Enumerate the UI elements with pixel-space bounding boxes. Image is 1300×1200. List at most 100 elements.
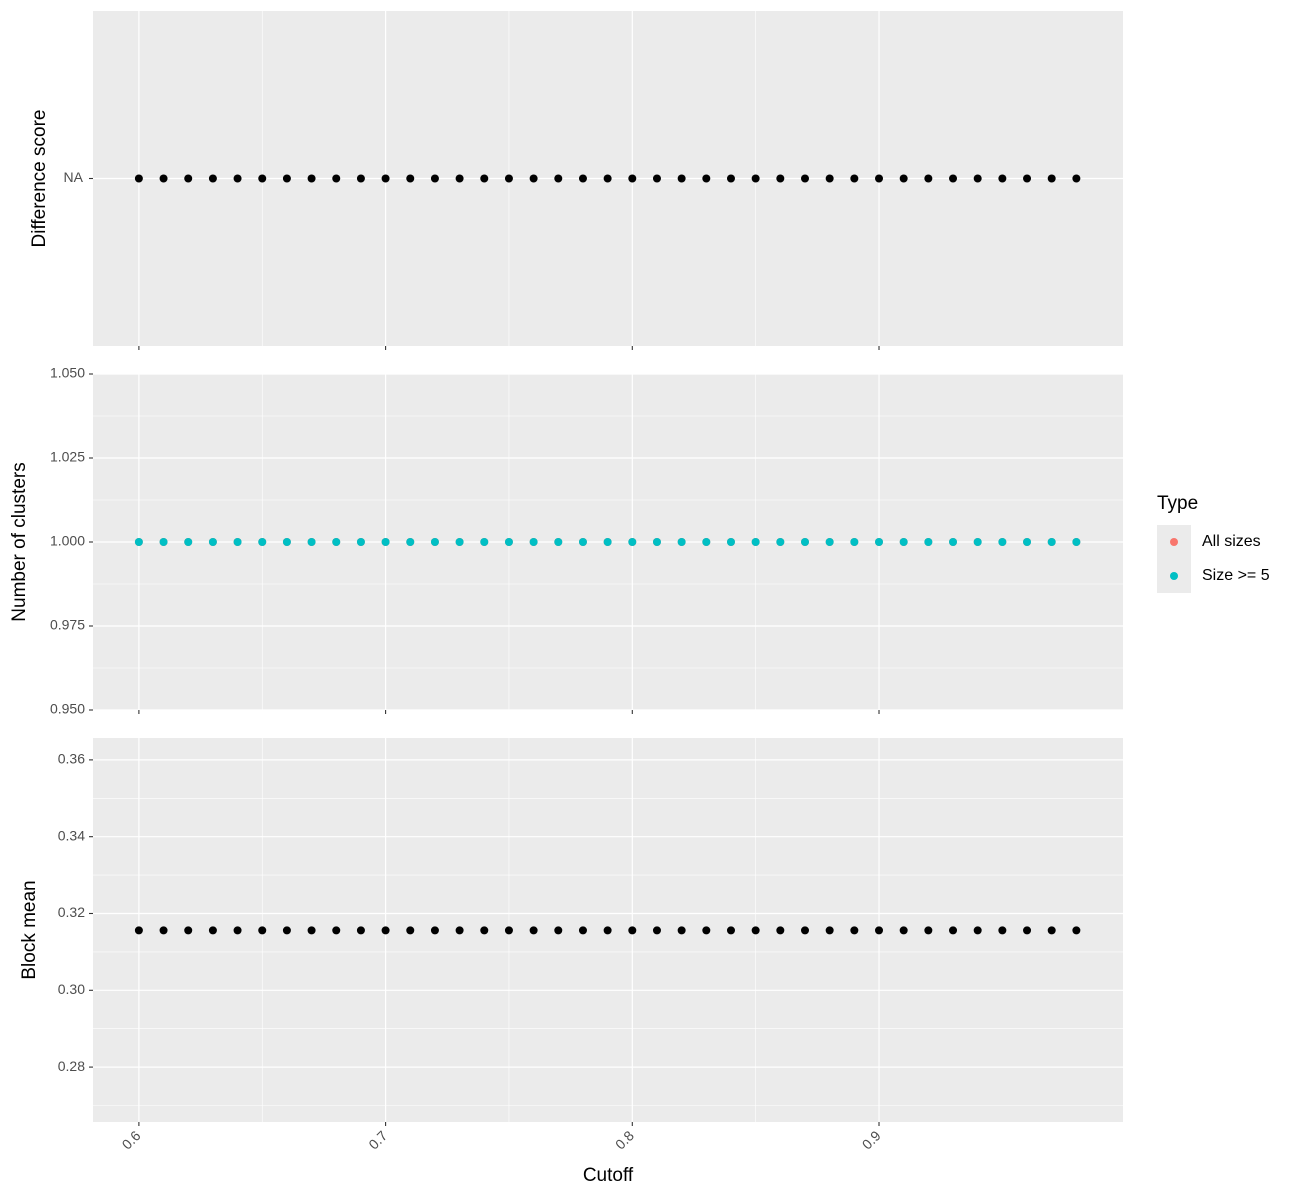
point [529, 538, 538, 546]
point [159, 538, 168, 546]
point [800, 538, 809, 546]
point [430, 926, 439, 935]
y-tick-label: 0.32 [58, 904, 85, 920]
point [332, 174, 341, 183]
point [875, 538, 884, 546]
point [800, 926, 809, 935]
point [628, 926, 637, 935]
point [134, 174, 143, 183]
point [677, 174, 686, 183]
point [307, 926, 316, 935]
point [381, 926, 390, 935]
x-tick-label: 0.8 [612, 1127, 637, 1152]
point [726, 174, 735, 183]
point [578, 538, 587, 546]
point [1047, 174, 1056, 183]
y-axis-title: Difference score [29, 110, 50, 248]
point [776, 538, 785, 546]
point [184, 174, 193, 183]
point [998, 538, 1007, 546]
point [850, 174, 859, 183]
point [455, 538, 464, 546]
point [751, 926, 760, 935]
point [529, 926, 538, 935]
point [1072, 538, 1081, 546]
point [480, 538, 489, 546]
point [1023, 926, 1032, 935]
point [875, 174, 884, 183]
point [973, 926, 982, 935]
point [850, 538, 859, 546]
legend-marker [1170, 538, 1178, 546]
y-axis-title: Number of clusters [9, 462, 30, 621]
point [751, 174, 760, 183]
point [307, 174, 316, 183]
point [899, 926, 908, 935]
point [258, 538, 267, 546]
point [949, 538, 958, 546]
point [578, 926, 587, 935]
point [628, 538, 637, 546]
point [134, 926, 143, 935]
point [1023, 538, 1032, 546]
point [356, 174, 365, 183]
point [504, 538, 513, 546]
point [554, 926, 563, 935]
point [529, 174, 538, 183]
point [652, 926, 661, 935]
point [406, 926, 415, 935]
point [578, 174, 587, 183]
point [1023, 174, 1032, 183]
point [332, 926, 341, 935]
point [924, 538, 933, 546]
y-axis-title: Block mean [19, 880, 40, 979]
point [184, 926, 193, 935]
point [480, 926, 489, 935]
point [726, 538, 735, 546]
point [1047, 538, 1056, 546]
point [208, 926, 217, 935]
point [998, 174, 1007, 183]
point [554, 174, 563, 183]
point [949, 174, 958, 183]
point [332, 538, 341, 546]
point [504, 174, 513, 183]
point [899, 174, 908, 183]
point [430, 174, 439, 183]
y-tick-label: 0.30 [58, 981, 85, 997]
point [603, 174, 612, 183]
legend-label: All sizes [1202, 533, 1261, 550]
point [850, 926, 859, 935]
point [307, 538, 316, 546]
point [504, 926, 513, 935]
point [455, 926, 464, 935]
point [924, 926, 933, 935]
y-tick-label: 0.950 [50, 701, 85, 717]
point [652, 538, 661, 546]
point [603, 926, 612, 935]
y-tick-label: 0.28 [58, 1058, 85, 1074]
point [430, 538, 439, 546]
y-tick-label: 0.34 [58, 827, 85, 843]
point [702, 926, 711, 935]
point [875, 926, 884, 935]
point [208, 538, 217, 546]
y-tick-label: 1.050 [50, 365, 85, 381]
point [677, 926, 686, 935]
point [282, 174, 291, 183]
point [406, 174, 415, 183]
point [825, 538, 834, 546]
point [480, 174, 489, 183]
point [184, 538, 193, 546]
point [233, 538, 242, 546]
point [356, 538, 365, 546]
y-tick-label: 1.000 [50, 533, 85, 549]
y-tick-label: NA [64, 169, 84, 185]
point [677, 538, 686, 546]
point [924, 174, 933, 183]
point [652, 174, 661, 183]
x-axis-title: Cutoff [583, 1165, 634, 1186]
y-tick-label: 0.975 [50, 617, 85, 633]
point [825, 926, 834, 935]
